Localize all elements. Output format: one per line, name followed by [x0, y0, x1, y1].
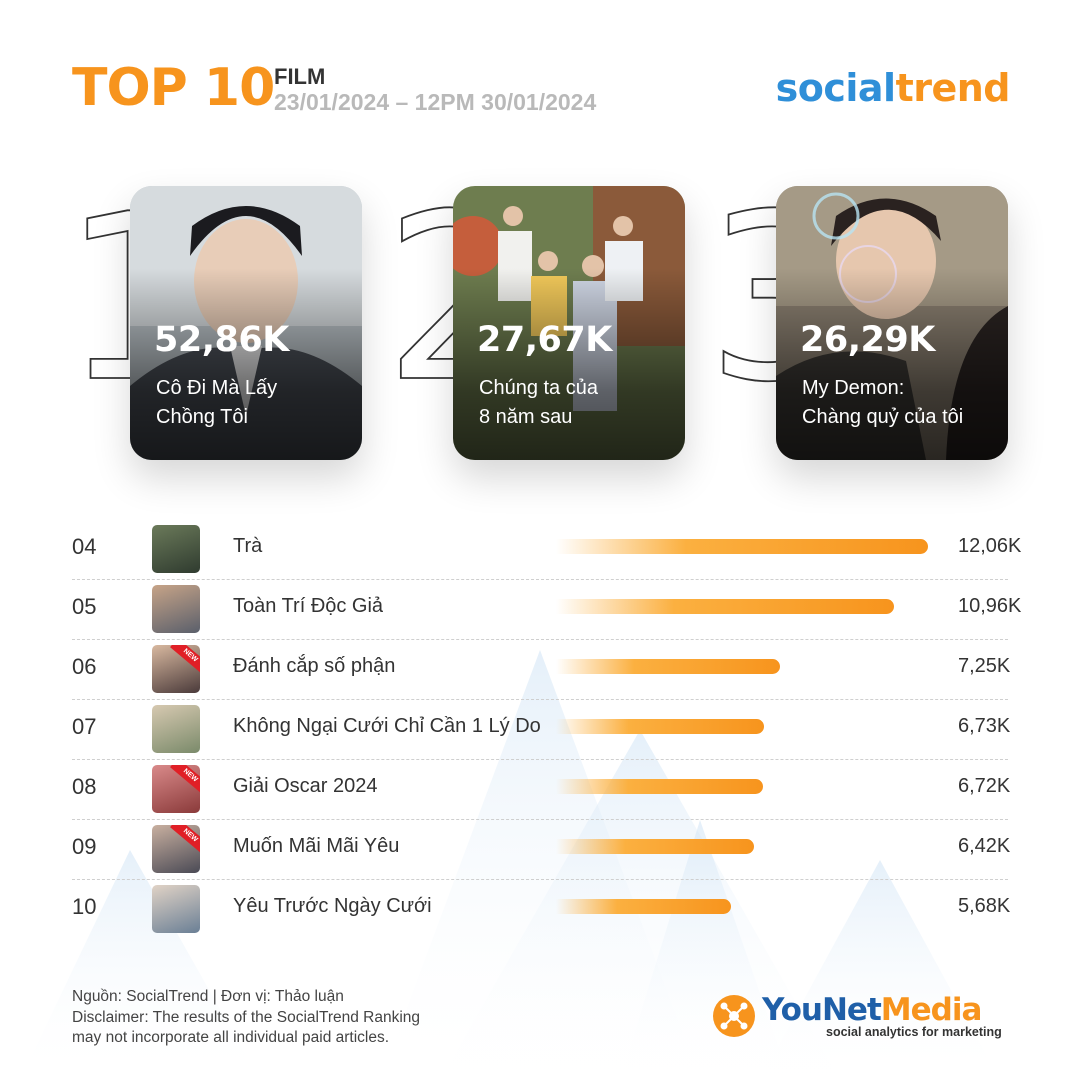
- row-divider: [72, 759, 1008, 760]
- new-badge: NEW: [170, 645, 200, 675]
- bar-mark: [556, 779, 763, 794]
- row-divider: [72, 639, 1008, 640]
- row-divider: [72, 579, 1008, 580]
- film-name: Đánh cắp số phận: [233, 655, 396, 677]
- podium-card-1[interactable]: 52,86K Cô Đi Mà Lấy Chồng Tôi: [130, 186, 362, 460]
- film-name: Giải Oscar 2024: [233, 775, 378, 797]
- title-line2: Chồng Tôi: [156, 406, 248, 428]
- bar-mark: [556, 599, 894, 614]
- card-overlay: [130, 186, 362, 460]
- bar-mark: [556, 839, 754, 854]
- podium-card-2[interactable]: 27,67K Chúng ta của 8 năm sau: [453, 186, 685, 460]
- ynm-tagline: social analytics for marketing: [826, 1025, 1002, 1039]
- list-row[interactable]: 10 Yêu Trước Ngày Cưới 5,68K: [72, 880, 1011, 940]
- brand-part2: trend: [895, 66, 1011, 110]
- title-line2: 8 năm sau: [479, 406, 573, 428]
- title-line1: Chúng ta của: [479, 377, 598, 399]
- film-thumbnail: [152, 705, 200, 753]
- bar-mark: [556, 719, 764, 734]
- rank-number: 08: [72, 774, 97, 799]
- younetmedia-wordmark: YouNetMedia: [762, 992, 983, 1028]
- value-label: 6,42K: [958, 835, 1011, 857]
- card-overlay: [776, 186, 1008, 460]
- rank-number: 05: [72, 594, 97, 619]
- rank-number: 07: [72, 714, 97, 739]
- value-label: 6,72K: [958, 775, 1011, 797]
- value-label: 5,68K: [958, 895, 1011, 917]
- podium-title: Chúng ta của 8 năm sau: [479, 374, 679, 432]
- rank-number: 10: [72, 894, 97, 919]
- list-row[interactable]: 06 NEW Đánh cắp số phận 7,25K: [72, 640, 1011, 700]
- podium-value: 52,86K: [154, 320, 289, 360]
- podium-title: My Demon: Chàng quỷ của tôi: [802, 374, 1002, 432]
- bar-mark: [556, 659, 780, 674]
- film-name: Muốn Mãi Mãi Yêu: [233, 835, 400, 857]
- value-label: 10,96K: [958, 595, 1022, 617]
- film-name: Yêu Trước Ngày Cưới: [233, 895, 432, 917]
- row-divider: [72, 699, 1008, 700]
- disclaimer-line1: Disclaimer: The results of the SocialTre…: [72, 1008, 421, 1026]
- list-row[interactable]: 05 Toàn Trí Độc Giả 10,96K: [72, 580, 1021, 640]
- brand-part1: social: [775, 66, 896, 110]
- title-line1: My Demon:: [802, 377, 905, 399]
- film-thumbnail: [152, 525, 200, 573]
- source-line: Nguồn: SocialTrend | Đơn vị: Thảo luận: [72, 988, 344, 1005]
- new-badge: NEW: [170, 765, 200, 795]
- row-divider: [72, 819, 1008, 820]
- footer-notes: Nguồn: SocialTrend | Đơn vị: Thảo luận D…: [72, 987, 420, 1049]
- value-label: 6,73K: [958, 715, 1011, 737]
- socialtrend-logo: socialtrend: [775, 66, 1011, 110]
- film-name: Toàn Trí Độc Giả: [233, 595, 384, 617]
- podium-title: Cô Đi Mà Lấy Chồng Tôi: [156, 374, 356, 432]
- younetmedia-mark-icon: [713, 995, 755, 1037]
- rank-number: 04: [72, 534, 97, 559]
- value-label: 7,25K: [958, 655, 1011, 677]
- row-divider: [72, 879, 1008, 880]
- category-label: FILM: [274, 64, 326, 89]
- card-overlay: [453, 186, 685, 460]
- film-thumbnail: NEW: [152, 765, 200, 813]
- film-name: Trà: [233, 535, 263, 557]
- page-title: TOP 10: [72, 58, 275, 118]
- podium-value: 26,29K: [800, 320, 935, 360]
- film-thumbnail: [152, 885, 200, 933]
- disclaimer-line2: may not incorporate all individual paid …: [72, 1029, 390, 1046]
- date-range: 23/01/2024 – 12PM 30/01/2024: [274, 89, 597, 115]
- rank-number: 06: [72, 654, 97, 679]
- value-label: 12,06K: [958, 535, 1022, 557]
- podium-card-3[interactable]: 26,29K My Demon: Chàng quỷ của tôi: [776, 186, 1008, 460]
- film-thumbnail: [152, 585, 200, 633]
- film-thumbnail: NEW: [152, 825, 200, 873]
- film-thumbnail: NEW: [152, 645, 200, 693]
- podium-value: 27,67K: [477, 320, 612, 360]
- title-line2: Chàng quỷ của tôi: [802, 406, 964, 428]
- bar-mark: [556, 539, 928, 554]
- list-row[interactable]: 09 NEW Muốn Mãi Mãi Yêu 6,42K: [72, 820, 1011, 880]
- film-name: Không Ngại Cưới Chỉ Cần 1 Lý Do: [233, 715, 541, 737]
- rank-number: 09: [72, 834, 97, 859]
- list-row[interactable]: 04 Trà 12,06K: [72, 520, 1021, 580]
- list-row[interactable]: 08 NEW Giải Oscar 2024 6,72K: [72, 760, 1011, 820]
- ynm-part2: Media: [880, 992, 983, 1028]
- ynm-part1: YouNet: [762, 992, 882, 1028]
- title-line1: Cô Đi Mà Lấy: [156, 377, 278, 399]
- list-row[interactable]: 07 Không Ngại Cưới Chỉ Cần 1 Lý Do 6,73K: [72, 700, 1011, 760]
- bar-mark: [556, 899, 731, 914]
- new-badge: NEW: [170, 825, 200, 855]
